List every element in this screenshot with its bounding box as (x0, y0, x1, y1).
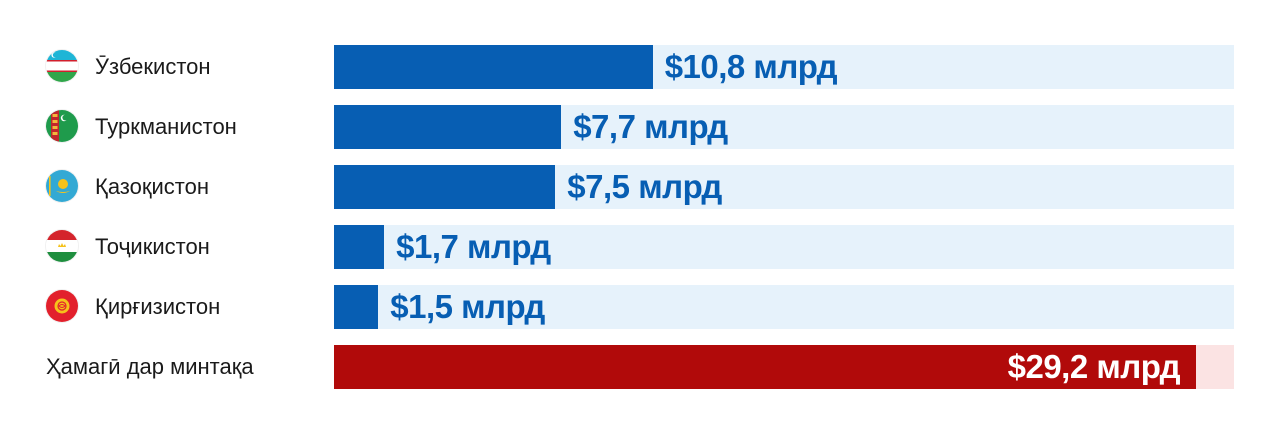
tajikistan-flag-icon (46, 230, 78, 262)
data-label: $1,7 млрд (396, 228, 551, 265)
bar-track (334, 285, 1234, 329)
category-label: Ҳамагӣ дар минтақа (46, 354, 254, 379)
bar-row: Туркманистон $7,7 млрд (0, 105, 1280, 149)
bar (334, 225, 385, 269)
kyrgyzstan-flag-icon (46, 290, 78, 322)
data-label: $10,8 млрд (664, 48, 838, 85)
data-label: $1,5 млрд (390, 288, 545, 325)
category-label: Тоҷикистон (95, 234, 210, 259)
bar (334, 45, 653, 89)
bar (334, 165, 556, 209)
category-label: Қазоқистон (95, 174, 210, 199)
data-label: $7,5 млрд (567, 168, 722, 205)
turkmenistan-flag-icon (46, 110, 78, 142)
data-label: $29,2 млрд (1007, 348, 1181, 385)
bar (334, 285, 379, 329)
category-label: Ӯзбекистон (95, 54, 211, 79)
bar-row: Қазоқистон $7,5 млрд (0, 165, 1280, 209)
kazakhstan-flag-icon (46, 170, 78, 202)
uzbekistan-flag-icon (46, 50, 78, 82)
bar-row: Қирғизистон $1,5 млрд (0, 285, 1280, 329)
total-bar (334, 345, 1196, 389)
bar-row: Ӯзбекистон $10,8 млрд (0, 45, 1280, 89)
category-label: Қирғизистон (95, 294, 221, 319)
bar (334, 105, 562, 149)
data-label: $7,7 млрд (573, 108, 728, 145)
bar-row: Тоҷикистон $1,7 млрд (0, 225, 1280, 269)
bar-track (334, 225, 1234, 269)
bar-row-total: Ҳамагӣ дар минтақа $29,2 млрд (0, 345, 1280, 389)
category-label: Туркманистон (95, 114, 237, 139)
